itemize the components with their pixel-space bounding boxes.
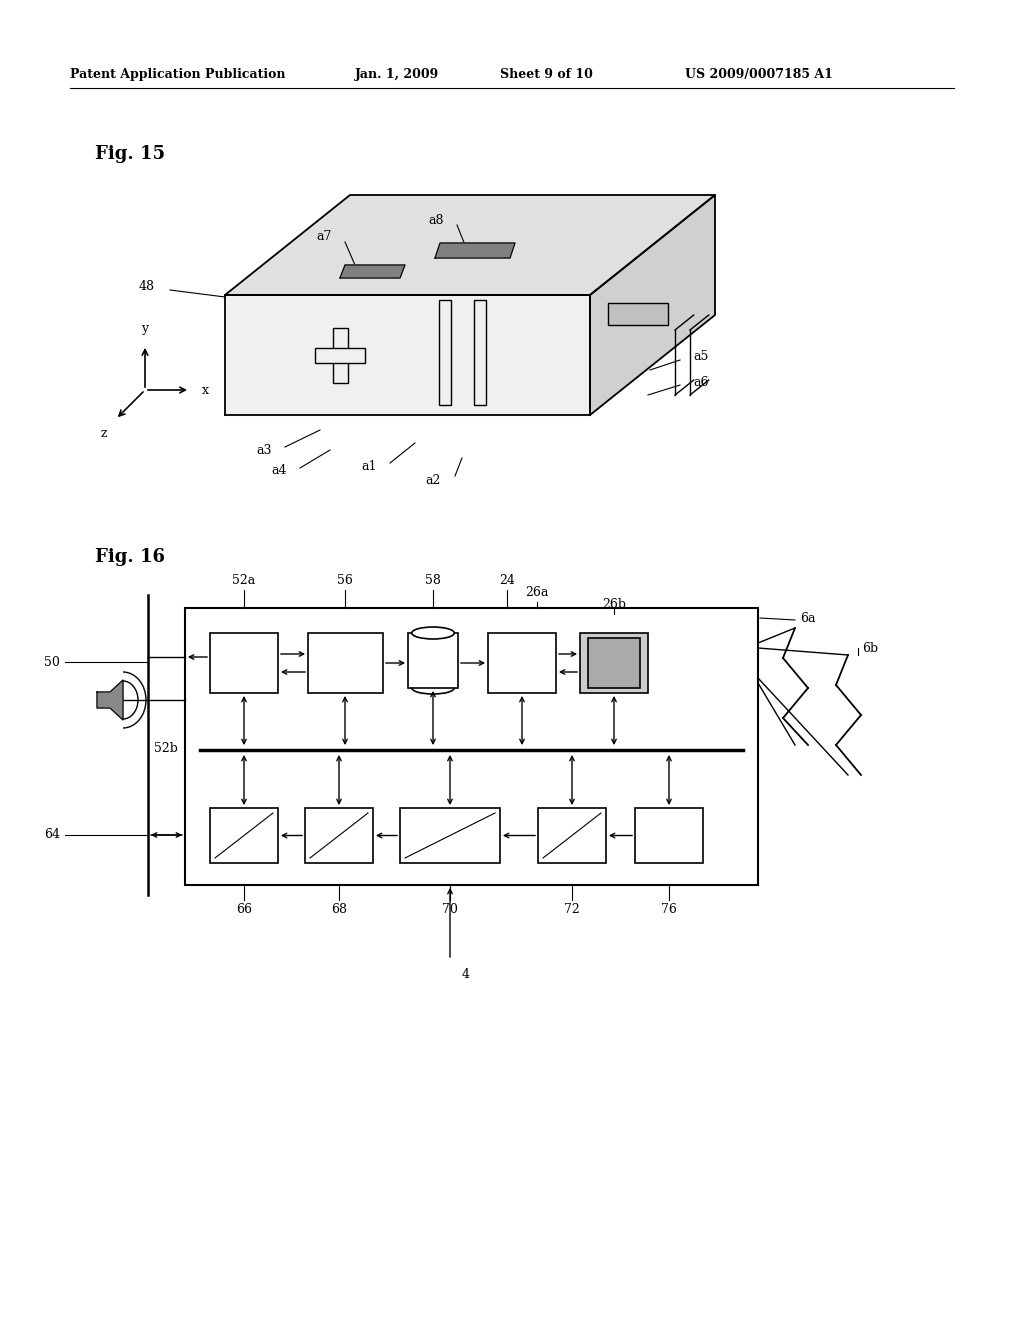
Bar (305, 808, 373, 863)
Text: 6b: 6b (862, 642, 879, 655)
Text: 24: 24 (499, 574, 515, 587)
Text: 4: 4 (462, 968, 470, 981)
Bar (408, 634, 458, 688)
Bar (439, 300, 451, 405)
Text: 66: 66 (236, 903, 252, 916)
Text: Sheet 9 of 10: Sheet 9 of 10 (500, 69, 593, 81)
Bar (580, 634, 648, 693)
Text: a1: a1 (361, 459, 377, 473)
Ellipse shape (412, 627, 455, 639)
Bar (608, 304, 668, 325)
Bar (400, 808, 500, 863)
Text: a8: a8 (428, 214, 444, 227)
Polygon shape (225, 195, 715, 294)
Text: 64: 64 (44, 829, 60, 842)
Bar (308, 634, 383, 693)
Polygon shape (590, 195, 715, 414)
Bar (185, 609, 758, 884)
Polygon shape (435, 243, 515, 257)
Bar (588, 638, 640, 688)
Bar (210, 808, 278, 863)
Text: Fig. 16: Fig. 16 (95, 548, 165, 566)
Text: 48: 48 (139, 281, 155, 293)
Polygon shape (340, 265, 406, 279)
Text: 50: 50 (44, 656, 60, 668)
Text: x: x (202, 384, 209, 396)
Bar (488, 634, 556, 693)
Bar (333, 327, 348, 383)
Polygon shape (97, 680, 123, 719)
Text: 68: 68 (331, 903, 347, 916)
Text: 56: 56 (337, 574, 353, 587)
Bar (474, 300, 486, 405)
Text: a5: a5 (693, 351, 709, 363)
Text: 26b: 26b (602, 598, 626, 611)
Bar (538, 808, 606, 863)
Polygon shape (225, 294, 590, 414)
Text: 76: 76 (662, 903, 677, 916)
Text: Fig. 15: Fig. 15 (95, 145, 165, 162)
Text: a6: a6 (693, 375, 709, 388)
Text: a7: a7 (316, 231, 332, 243)
Text: a4: a4 (271, 463, 287, 477)
Bar (210, 634, 278, 693)
Text: a2: a2 (426, 474, 441, 487)
Text: a3: a3 (256, 444, 272, 457)
Text: Patent Application Publication: Patent Application Publication (70, 69, 286, 81)
Bar (315, 348, 365, 363)
Text: y: y (141, 322, 148, 335)
Text: Jan. 1, 2009: Jan. 1, 2009 (355, 69, 439, 81)
Bar (635, 808, 703, 863)
Text: 58: 58 (425, 574, 441, 587)
Text: 72: 72 (564, 903, 580, 916)
Text: US 2009/0007185 A1: US 2009/0007185 A1 (685, 69, 833, 81)
Text: 6a: 6a (800, 611, 815, 624)
Text: 70: 70 (442, 903, 458, 916)
Text: 26a: 26a (525, 586, 549, 599)
Text: 52b: 52b (155, 742, 178, 755)
Text: z: z (100, 428, 106, 441)
Text: 52a: 52a (232, 574, 256, 587)
